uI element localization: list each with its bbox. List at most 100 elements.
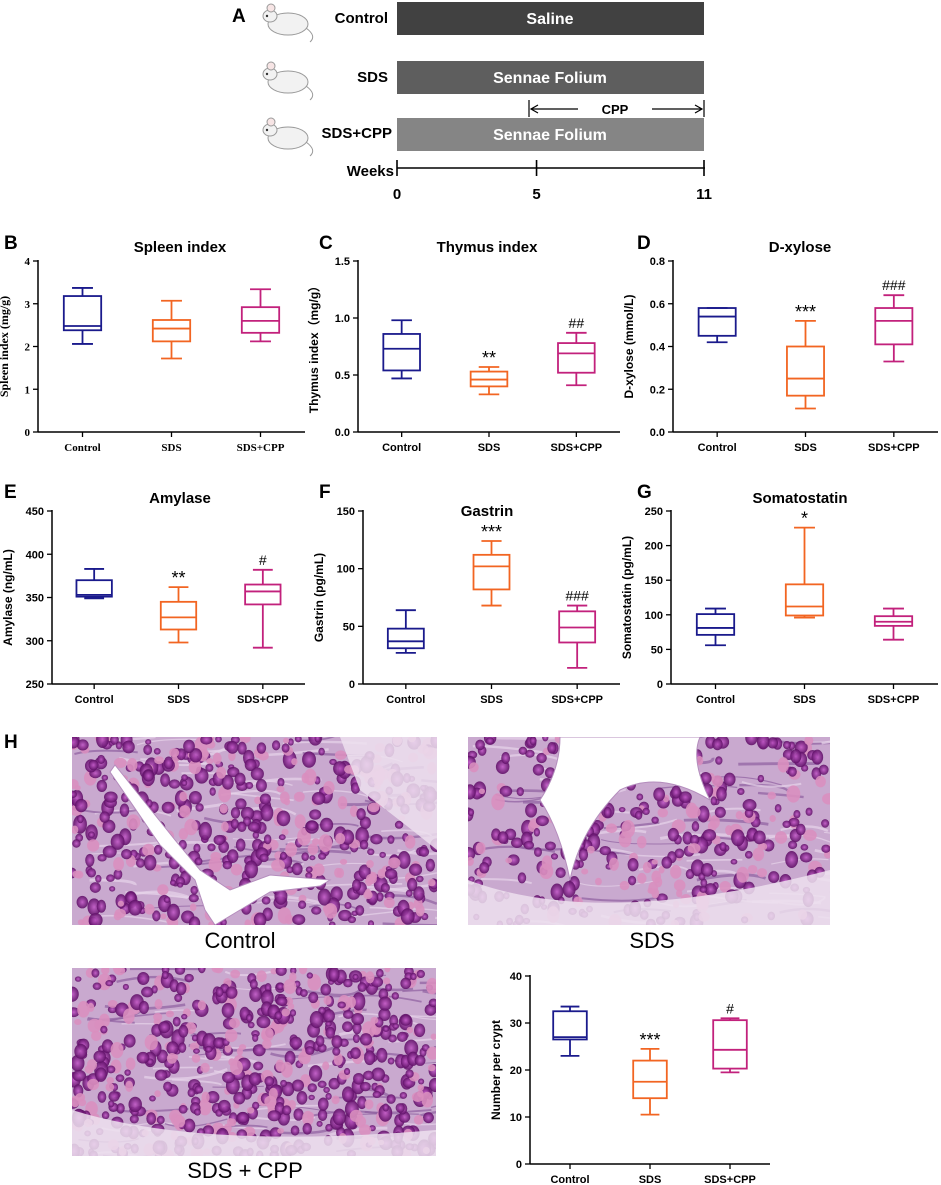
x-tick-label: SDS: [793, 694, 816, 706]
significance-marker: ***: [481, 522, 502, 542]
panel-letter: C: [319, 233, 333, 254]
y-tick-label: 0.8: [650, 256, 665, 268]
x-tick-label: SDS: [794, 442, 817, 454]
box-plot-g: G Somatostatin 0 50 100 150 200 250 Somatostatin…: [620, 482, 938, 706]
panel-letter: G: [637, 482, 652, 503]
chart-title: Amylase: [149, 490, 211, 507]
y-axis-label: Number per crypt: [489, 1020, 503, 1120]
y-tick-label: 300: [26, 636, 44, 648]
box-iqr: [697, 307, 737, 337]
y-tick-label: 1.5: [335, 256, 350, 268]
box-sds: [472, 540, 511, 607]
y-tick-label: 40: [510, 971, 522, 983]
y-tick-label: 50: [343, 621, 355, 633]
histology-image-sds-cpp: [72, 968, 436, 1156]
box-sds: [151, 299, 192, 360]
group-label-sds-cpp: SDS+CPP: [322, 125, 392, 142]
significance-marker: *: [801, 509, 808, 529]
treatment-bar-sds-cpp: [397, 118, 704, 151]
weeks-tick-label: 5: [532, 186, 540, 203]
box-iqr: [62, 295, 103, 332]
box-iqr: [75, 579, 113, 598]
x-tick-label: SDS+CPP: [550, 442, 602, 454]
box-sds: [632, 1047, 668, 1116]
x-tick-label: Control: [698, 442, 737, 454]
weeks-axis-label: Weeks: [347, 163, 394, 180]
y-tick-label: 30: [510, 1018, 522, 1030]
y-tick-label: 0.0: [650, 427, 665, 439]
box-iqr: [151, 319, 192, 343]
significance-marker: **: [482, 348, 496, 368]
y-tick-label: 450: [26, 506, 44, 518]
significance-marker: #: [259, 552, 267, 568]
significance-marker: ##: [569, 315, 585, 331]
y-tick-label: 4: [25, 256, 31, 268]
box-plot-e: E Amylase 250 300 350 400 450 Amylase (ng/mL) Co…: [1, 482, 305, 706]
treatment-bar-text-sds: Sennae Folium: [493, 70, 607, 87]
y-axis-label: Gastrin (pg/mL): [312, 553, 326, 642]
box-sds: [469, 366, 509, 396]
box-iqr: [557, 342, 596, 374]
y-tick-label: 2: [25, 342, 31, 354]
box-plot-c: C Thymus index 0.0 0.5 1.0 1.5 Thymus index（mg…: [306, 233, 620, 454]
box-iqr: [784, 583, 825, 617]
y-tick-label: 10: [510, 1112, 522, 1124]
x-tick-label: SDS: [161, 442, 181, 454]
x-tick-label: Control: [696, 694, 735, 706]
chart-title: Spleen index: [134, 239, 227, 256]
panel-letter-h: H: [4, 732, 18, 753]
box-plot-crypt: 0 10 20 30 40 Number per crypt Control SDS SDS+C…: [489, 971, 770, 1185]
y-tick-label: 1: [25, 384, 31, 396]
box-iqr: [472, 553, 511, 591]
significance-marker: #: [726, 1000, 734, 1016]
box-iqr: [695, 613, 736, 636]
significance-marker: ###: [565, 588, 589, 604]
chart-title: Thymus index: [437, 239, 539, 256]
chart-title: Somatostatin: [752, 490, 847, 507]
x-tick-label: SDS: [639, 1174, 662, 1185]
treatment-bar-text-sds-cpp: Sennae Folium: [493, 127, 607, 144]
box-plot-f: F Gastrin 0 50 100 150 Gastrin (pg/mL) Control S…: [312, 482, 620, 706]
box-iqr: [874, 307, 914, 346]
group-label-control: Control: [335, 10, 388, 27]
chart-title: Gastrin: [461, 503, 514, 520]
y-tick-label: 0: [349, 679, 355, 691]
y-tick-label: 100: [337, 564, 355, 576]
panel-a-timeline: A Control SDS SDS+CPP Sali: [232, 2, 712, 203]
histology-caption-sds-cpp: SDS + CPP: [187, 1158, 303, 1183]
mouse-icon: [262, 3, 314, 43]
y-tick-label: 0.0: [335, 427, 350, 439]
x-tick-label: Control: [382, 442, 421, 454]
x-tick-label: SDS+CPP: [237, 694, 289, 706]
box-iqr: [159, 600, 198, 631]
y-tick-label: 200: [645, 541, 663, 553]
box-iqr: [632, 1059, 668, 1100]
mouse-icon: [262, 117, 314, 157]
panel-letter: E: [4, 482, 17, 503]
x-tick-label: SDS: [478, 442, 501, 454]
box-sds-cpp: [873, 607, 914, 641]
histology-image-control: [72, 737, 437, 925]
box-sds-cpp: [557, 331, 596, 387]
y-tick-label: 0.6: [650, 299, 665, 311]
weeks-tick-label: 0: [393, 186, 401, 203]
x-tick-label: SDS: [480, 694, 503, 706]
x-tick-label: Control: [550, 1174, 589, 1185]
weeks-tick-label: 11: [696, 186, 712, 203]
y-tick-label: 250: [645, 506, 663, 518]
histology-caption-control: Control: [205, 928, 276, 953]
treatment-bar-sds: [397, 61, 704, 94]
y-axis-label: Somatostatin (pg/mL): [620, 536, 634, 659]
y-tick-label: 0.4: [650, 342, 666, 354]
significance-marker: ###: [882, 277, 906, 293]
y-tick-label: 0: [516, 1159, 522, 1171]
x-tick-label: SDS+CPP: [551, 694, 603, 706]
y-tick-label: 350: [26, 593, 44, 605]
y-axis-label: D-xylose (mmol/L): [622, 294, 636, 398]
panel-letter: D: [637, 233, 651, 254]
panel-letter: F: [319, 482, 331, 503]
box-control: [75, 568, 113, 600]
box-sds: [786, 319, 825, 410]
box-control: [552, 1005, 588, 1057]
